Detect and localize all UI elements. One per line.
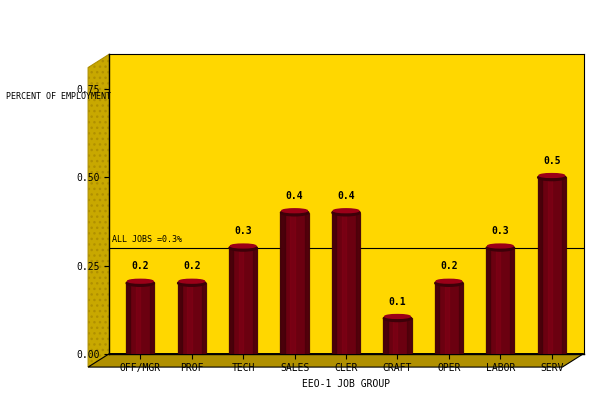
Ellipse shape: [385, 314, 410, 318]
Bar: [229, 248, 233, 354]
Text: 0.5: 0.5: [543, 156, 561, 166]
Bar: [383, 318, 387, 354]
Bar: [342, 213, 346, 354]
Bar: [291, 213, 295, 354]
Ellipse shape: [230, 244, 256, 248]
Ellipse shape: [332, 210, 360, 216]
Bar: [305, 213, 309, 354]
Ellipse shape: [488, 244, 513, 248]
Ellipse shape: [436, 279, 461, 283]
Ellipse shape: [178, 280, 206, 286]
Bar: [126, 283, 130, 354]
Bar: [178, 283, 182, 354]
Bar: [548, 177, 552, 354]
Ellipse shape: [333, 209, 359, 213]
Bar: [202, 283, 206, 354]
Bar: [150, 283, 154, 354]
Text: 0.1: 0.1: [389, 297, 406, 307]
Text: 0.3: 0.3: [491, 226, 509, 236]
Ellipse shape: [539, 173, 564, 177]
Bar: [537, 177, 542, 354]
Bar: [537, 177, 566, 354]
Ellipse shape: [486, 245, 514, 251]
Bar: [435, 283, 439, 354]
Bar: [332, 213, 360, 354]
Bar: [383, 318, 412, 354]
Bar: [187, 283, 192, 354]
Bar: [407, 318, 412, 354]
Bar: [510, 248, 514, 354]
Bar: [229, 248, 257, 354]
Bar: [435, 283, 463, 354]
Ellipse shape: [229, 245, 257, 251]
Ellipse shape: [383, 315, 412, 322]
Bar: [393, 318, 398, 354]
Ellipse shape: [537, 174, 566, 181]
Ellipse shape: [128, 279, 153, 283]
Bar: [356, 213, 360, 354]
Bar: [280, 213, 285, 354]
Polygon shape: [88, 354, 584, 367]
Polygon shape: [88, 54, 109, 367]
Bar: [239, 248, 243, 354]
Bar: [136, 283, 140, 354]
Bar: [253, 248, 257, 354]
Ellipse shape: [435, 280, 463, 286]
Bar: [332, 213, 336, 354]
Ellipse shape: [126, 280, 154, 286]
Ellipse shape: [282, 209, 307, 213]
Text: 0.2: 0.2: [131, 262, 149, 272]
Text: 0.4: 0.4: [337, 191, 355, 201]
Bar: [459, 283, 463, 354]
Bar: [562, 177, 566, 354]
Bar: [486, 248, 491, 354]
Text: 0.2: 0.2: [183, 262, 201, 272]
Bar: [126, 283, 154, 354]
Bar: [444, 283, 449, 354]
Ellipse shape: [179, 279, 204, 283]
Text: 0.2: 0.2: [440, 262, 458, 272]
Text: PERCENT OF EMPLOYMENT: PERCENT OF EMPLOYMENT: [6, 92, 111, 101]
Ellipse shape: [280, 210, 309, 216]
Text: 0.3: 0.3: [234, 226, 252, 236]
Bar: [496, 248, 500, 354]
Bar: [280, 213, 309, 354]
Text: ALL JOBS =0.3%: ALL JOBS =0.3%: [112, 235, 182, 244]
X-axis label: EEO-1 JOB GROUP: EEO-1 JOB GROUP: [303, 379, 390, 389]
Bar: [486, 248, 514, 354]
Text: 0.4: 0.4: [286, 191, 303, 201]
Bar: [178, 283, 206, 354]
